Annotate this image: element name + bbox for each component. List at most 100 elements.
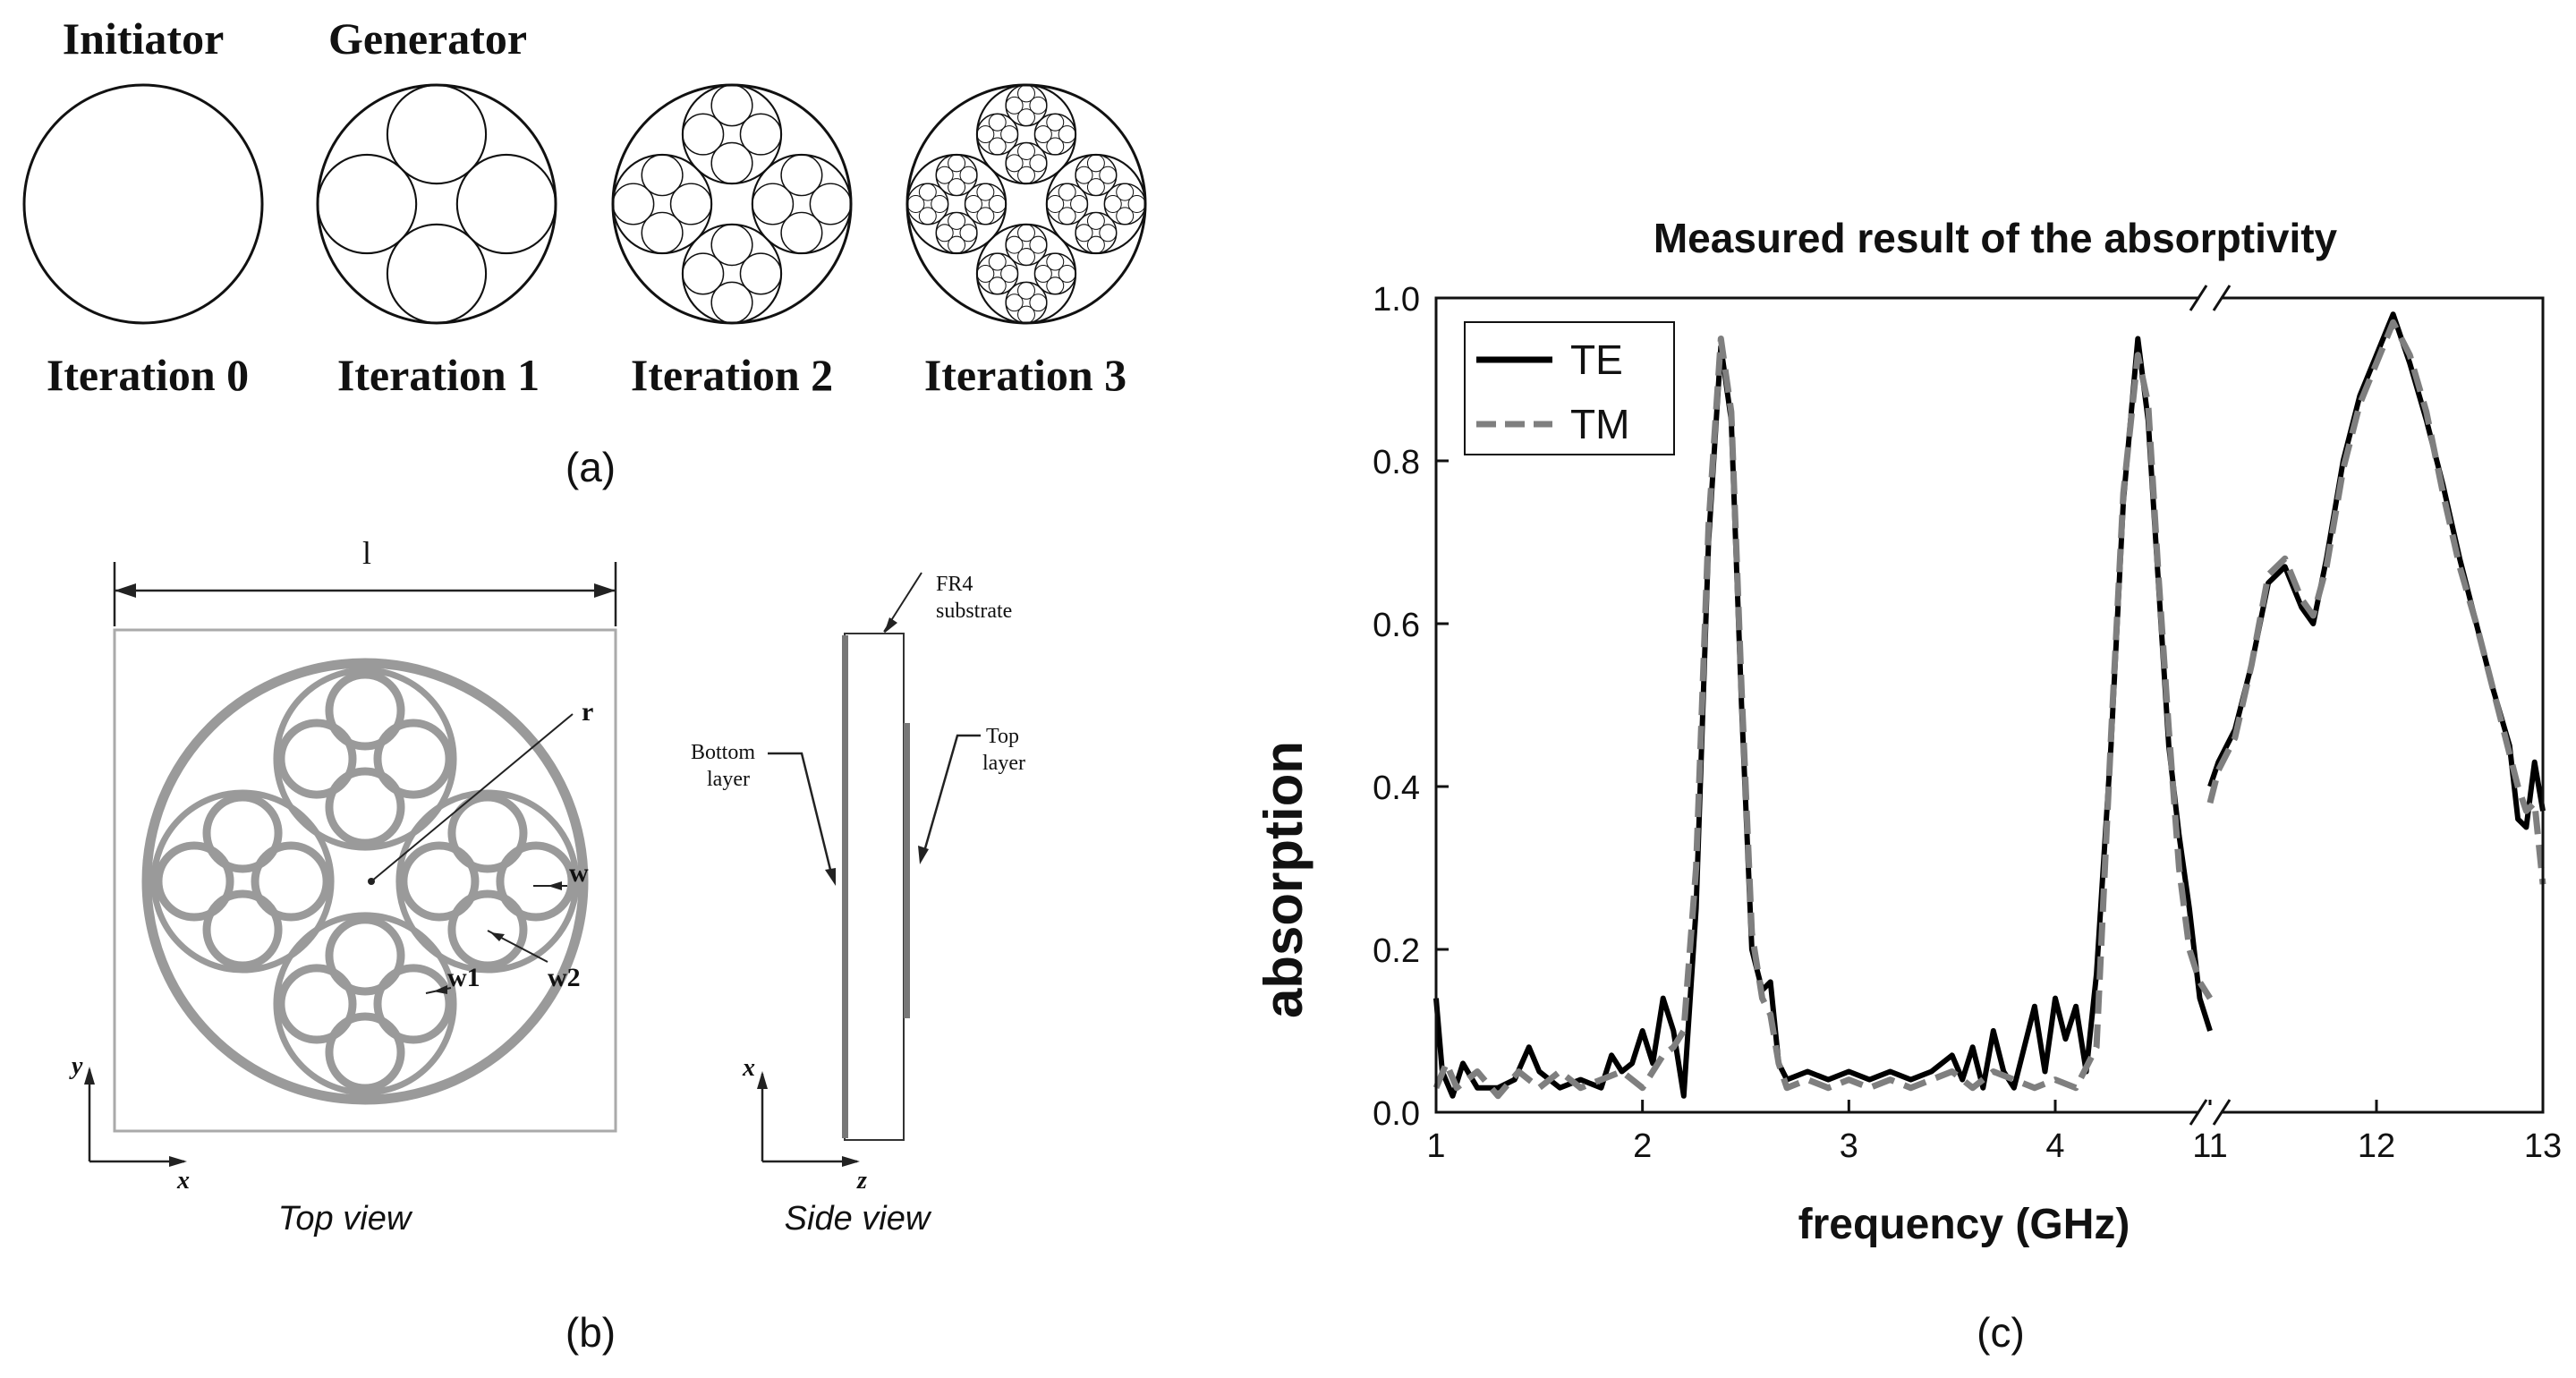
fractal-circle bbox=[905, 83, 1147, 325]
dimension-w1-label: w1 bbox=[447, 963, 480, 992]
fractal-circle bbox=[976, 183, 995, 201]
side-view-label: Side view bbox=[785, 1200, 932, 1238]
fractal-circle bbox=[1000, 264, 1019, 283]
xy-axes: y x bbox=[69, 1052, 190, 1195]
inner-ring bbox=[325, 670, 405, 751]
iteration-1-figure bbox=[316, 83, 557, 325]
panel-b-caption: (b) bbox=[565, 1309, 616, 1356]
x-tick-label: 4 bbox=[2045, 1127, 2064, 1165]
fractal-circle bbox=[1029, 154, 1048, 173]
unit-cell-boundary bbox=[113, 628, 617, 1133]
fractal-circle bbox=[1099, 166, 1118, 184]
iteration-3-figure bbox=[905, 83, 1147, 325]
inner-ring bbox=[373, 719, 454, 799]
axis-break-gap bbox=[2199, 291, 2221, 305]
mid-ring bbox=[273, 667, 457, 851]
fractal-circle bbox=[739, 113, 782, 156]
fractal-circle bbox=[710, 84, 753, 127]
fractal-circle bbox=[1046, 113, 1065, 132]
series-te-line bbox=[2207, 311, 2546, 830]
fractal-circle bbox=[386, 83, 488, 185]
side-view: FR4 substrate Bottom layer Top layer x z bbox=[691, 572, 1025, 1195]
fractal-circle bbox=[1033, 264, 1052, 283]
fractal-circle bbox=[1116, 183, 1135, 201]
fractal-circle bbox=[906, 195, 925, 213]
axis-break-gap bbox=[2199, 1105, 2221, 1119]
dimension-l: l bbox=[113, 535, 617, 626]
x-tick-label: 1 bbox=[1426, 1127, 1445, 1165]
fractal-circle bbox=[988, 252, 1007, 271]
plot-frame bbox=[1434, 296, 2545, 1114]
panel-a: Initiator Generator Iteration 0 Iteratio… bbox=[22, 13, 1147, 490]
fractal-circle bbox=[1017, 108, 1035, 127]
legend-box bbox=[1464, 321, 1675, 455]
fractal-circle bbox=[1046, 183, 1089, 225]
inner-ring bbox=[202, 889, 283, 970]
fractal-circle bbox=[1086, 178, 1105, 197]
y-tick-label: 1.0 bbox=[1373, 281, 1420, 319]
fractal-circle bbox=[976, 264, 995, 283]
dimension-w2-label: w2 bbox=[548, 963, 581, 992]
fractal-circle bbox=[948, 178, 966, 197]
iteration-2-label: Iteration 2 bbox=[631, 350, 833, 400]
fractal-circle bbox=[1103, 195, 1122, 213]
fractal-circle bbox=[455, 153, 557, 255]
dimension-r-label: r bbox=[582, 697, 593, 727]
fractal-circle bbox=[976, 252, 1019, 295]
fractal-circle bbox=[906, 183, 949, 225]
bottom-layer-label-1: Bottom bbox=[691, 741, 755, 764]
substrate-label-2: substrate bbox=[936, 600, 1012, 623]
fractal-circle bbox=[988, 113, 1007, 132]
fractal-circle bbox=[1046, 195, 1065, 213]
fractal-circle bbox=[935, 224, 954, 242]
fractal-circle bbox=[959, 166, 978, 184]
y-axis-title: absorption bbox=[1254, 741, 1314, 1018]
bottom-layer bbox=[842, 635, 848, 1138]
axis-break-mark bbox=[2189, 1099, 2208, 1126]
fractal-circle bbox=[918, 207, 937, 225]
x-tick-label: 3 bbox=[1840, 1127, 1858, 1165]
panel-a-caption: (a) bbox=[565, 444, 616, 490]
fractal-circle bbox=[948, 235, 966, 254]
fractal-circle bbox=[669, 183, 712, 225]
fractal-circle bbox=[1046, 276, 1065, 295]
fractal-circle bbox=[316, 83, 557, 325]
fractal-circle bbox=[988, 137, 1007, 156]
fractal-circle bbox=[1017, 281, 1035, 300]
fractal-circle bbox=[316, 153, 418, 255]
dimension-l-label: l bbox=[362, 535, 371, 571]
fractal-circle bbox=[1086, 154, 1105, 173]
fractal-circle bbox=[1017, 224, 1035, 242]
fractal-circle bbox=[1127, 195, 1146, 213]
fractal-circle bbox=[710, 224, 753, 267]
fractal-iterations bbox=[22, 83, 1147, 325]
fractal-circle bbox=[988, 195, 1007, 213]
fractal-circle bbox=[959, 224, 978, 242]
fractal-circle bbox=[965, 195, 982, 213]
chart-series bbox=[1433, 311, 2546, 1100]
fractal-circle bbox=[931, 195, 949, 213]
inner-ring bbox=[154, 841, 234, 922]
inner-ring bbox=[325, 1012, 405, 1093]
fractal-circle bbox=[988, 276, 1007, 295]
fractal-circle bbox=[386, 223, 488, 325]
legend-te-label: TE bbox=[1570, 336, 1623, 383]
fractal-circle bbox=[976, 113, 1019, 156]
fractal-circle bbox=[948, 211, 966, 230]
inner-ring bbox=[399, 841, 480, 922]
panel-c-caption: (c) bbox=[1977, 1309, 2025, 1356]
fractal-circle bbox=[1075, 224, 1093, 242]
iteration-0-figure bbox=[22, 83, 264, 325]
inner-ring bbox=[251, 841, 331, 922]
chart-title: Measured result of the absorptivity bbox=[1654, 215, 2338, 261]
fractal-circle bbox=[1086, 211, 1105, 230]
fractal-circle bbox=[1000, 125, 1019, 144]
axis-break-mark bbox=[2189, 285, 2208, 311]
inner-ring bbox=[325, 767, 405, 847]
fractal-circle bbox=[1005, 96, 1024, 115]
chart-legend: TE TM bbox=[1464, 321, 1675, 455]
absorption-chart: Measured result of the absorptivity abso… bbox=[1254, 215, 2562, 1356]
fractal-circle bbox=[1005, 293, 1024, 312]
y-axis-label: y bbox=[69, 1052, 83, 1080]
